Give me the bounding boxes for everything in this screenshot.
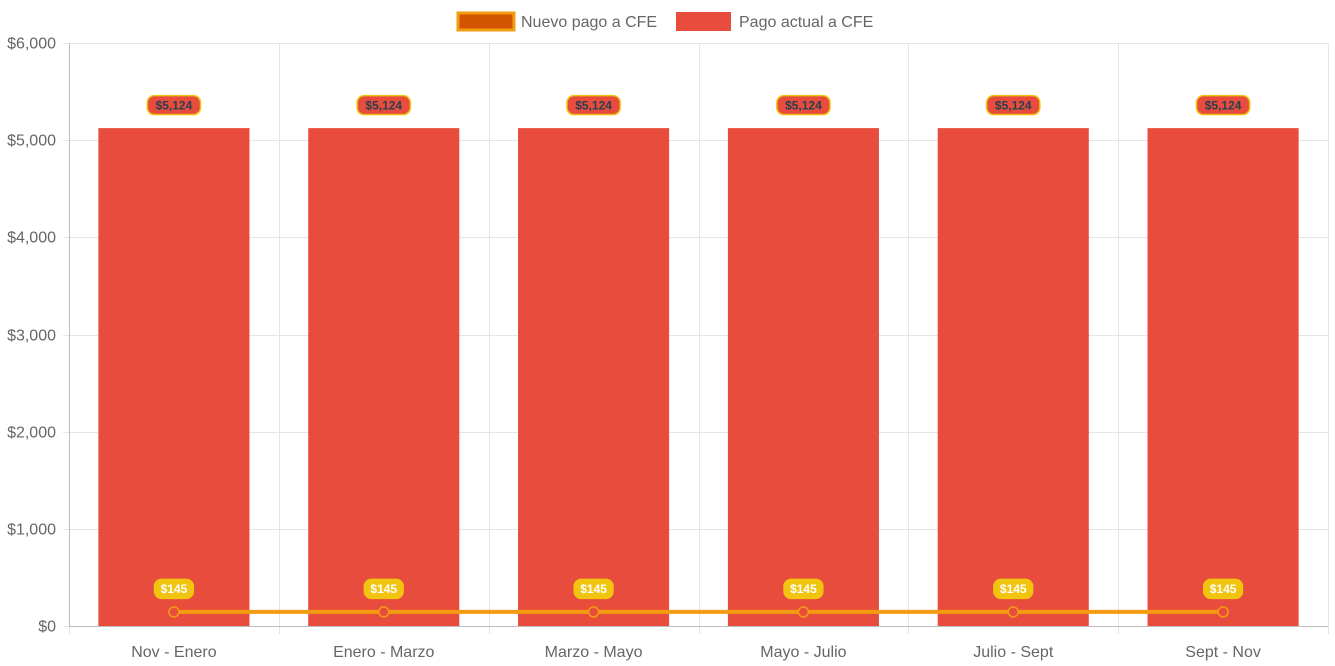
point-nuevo-pago[interactable] — [1007, 606, 1019, 618]
line-data-label-bg — [1202, 578, 1244, 600]
bar-data-label: $5,124 — [995, 98, 1032, 112]
x-tick-label: Marzo - Mayo — [545, 644, 643, 661]
bar-data-label-bg — [356, 94, 412, 116]
y-tick-label: $6,000 — [7, 36, 56, 53]
bar-data-label: $5,124 — [365, 98, 402, 112]
bar-pago-actual[interactable] — [98, 128, 250, 627]
x-tick-label: Julio - Sept — [973, 644, 1054, 661]
axis-layer: $0 $1,000 $2,000 $3,000 $4,000 $5,000 $6,000 No… — [7, 36, 1328, 661]
line-data-label: $145 — [1000, 582, 1027, 596]
y-tick-label: $1,000 — [7, 522, 56, 539]
bar-data-label-bg — [146, 94, 202, 116]
legend-swatch-nuevo-pago[interactable] — [456, 11, 516, 32]
line-data-label-bg — [363, 578, 404, 600]
line-data-label-bg — [573, 578, 614, 600]
point-nuevo-pago[interactable] — [587, 606, 600, 618]
line-data-label: $145 — [790, 582, 817, 596]
line-data-label: $145 — [161, 582, 188, 596]
y-tick-label: $3,000 — [7, 328, 56, 345]
bar-pago-actual[interactable] — [1147, 128, 1299, 627]
legend-swatch-pago-actual[interactable] — [676, 12, 731, 31]
bar-data-label: $5,124 — [1205, 98, 1242, 112]
legend-label-pago-actual[interactable]: Pago actual a CFE — [739, 14, 873, 31]
bar-pago-actual[interactable] — [937, 128, 1089, 627]
bar-pago-actual[interactable] — [518, 128, 670, 627]
line-data-label: $145 — [1210, 582, 1237, 596]
y-tick-label: $4,000 — [7, 230, 56, 247]
bar-data-label: $5,124 — [156, 98, 193, 112]
bar-data-label-bg — [566, 94, 621, 116]
point-nuevo-pago[interactable] — [378, 606, 390, 618]
x-tick-label: Mayo - Julio — [760, 644, 846, 661]
line-data-label-bg — [783, 578, 824, 600]
x-tick-label: Sept - Nov — [1185, 644, 1261, 661]
line-data-label: $145 — [580, 582, 607, 596]
line-data-label: $145 — [370, 582, 397, 596]
bar-data-label: $5,124 — [575, 98, 612, 112]
y-tick-label: $2,000 — [7, 425, 56, 442]
line-layer — [168, 606, 1229, 618]
bar-data-label-bg — [985, 94, 1041, 116]
line-data-label-bg — [993, 578, 1034, 600]
bar-data-label-bg — [1195, 94, 1251, 116]
y-tick-label: $0 — [38, 619, 56, 636]
bar-pago-actual[interactable] — [308, 128, 460, 627]
x-tick-label: Nov - Enero — [131, 644, 216, 661]
point-nuevo-pago[interactable] — [168, 606, 180, 618]
bar-pago-actual[interactable] — [727, 128, 879, 627]
line-data-label-bg — [153, 578, 195, 600]
point-nuevo-pago[interactable] — [1217, 606, 1229, 618]
y-tick-label: $5,000 — [7, 133, 56, 150]
bar-layer — [98, 128, 1299, 627]
grid-layer — [63, 43, 1329, 634]
legend: Nuevo pago a CFE Pago actual a CFE — [456, 11, 873, 32]
x-tick-label: Enero - Marzo — [333, 644, 434, 661]
point-nuevo-pago[interactable] — [797, 606, 810, 618]
bar-data-label: $5,124 — [785, 98, 822, 112]
data-label-layer: $5,124 $5,124 $5,124 $5,124 $5,124 $5,124 $145… — [146, 94, 1251, 600]
bar-data-label-bg — [776, 94, 831, 116]
legend-label-nuevo-pago[interactable]: Nuevo pago a CFE — [521, 14, 657, 31]
